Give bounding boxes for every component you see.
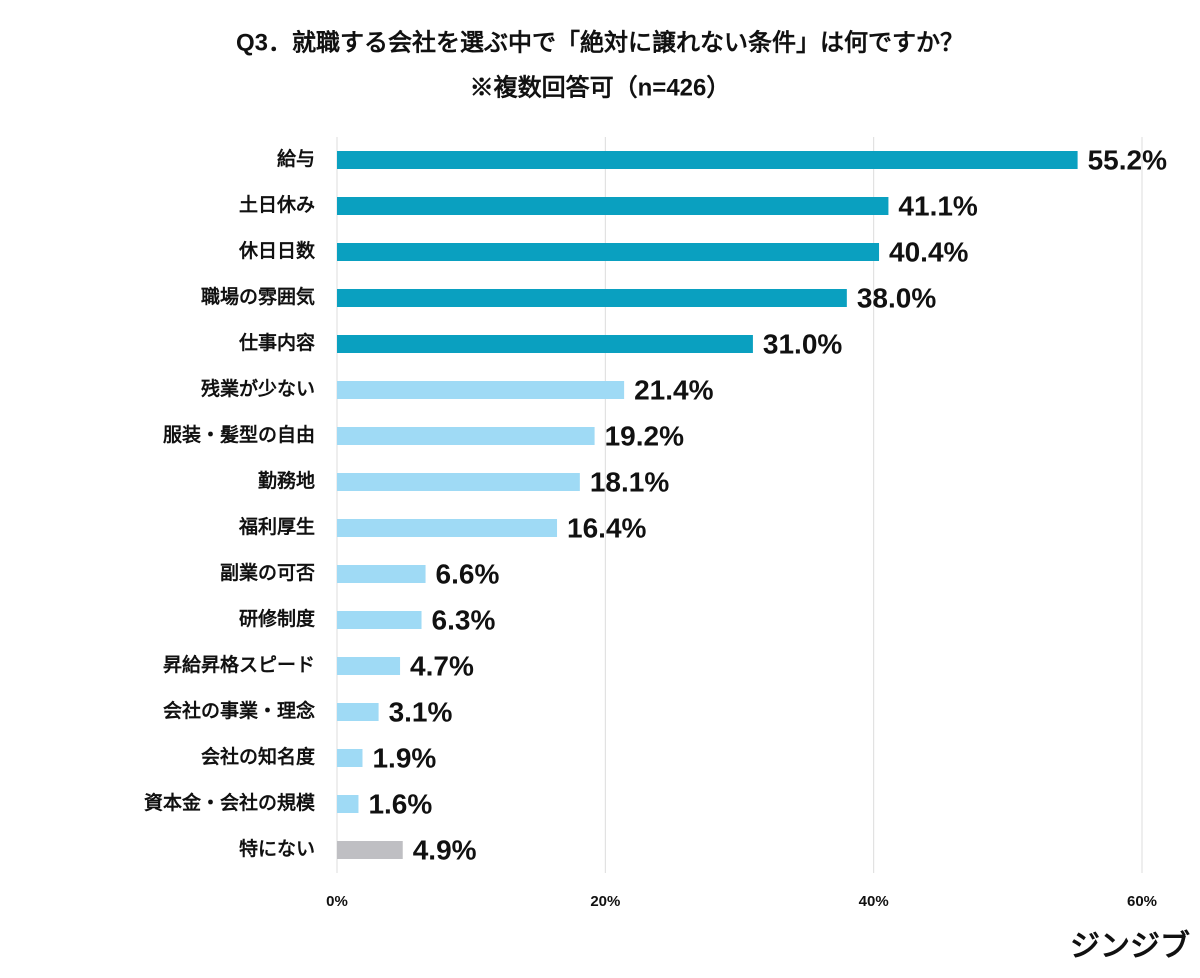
value-label: 3.1% — [389, 696, 453, 727]
category-label: 勤務地 — [258, 469, 315, 492]
bar — [337, 565, 426, 583]
bar — [337, 841, 403, 859]
category-label: 残業が少ない — [201, 377, 315, 400]
chart-title: Q3．就職する会社を選ぶ中で「絶対に譲れない条件」は何ですか？ — [236, 28, 964, 56]
x-tick-label: 20% — [590, 893, 620, 910]
category-label: 福利厚生 — [238, 515, 315, 538]
bar — [337, 749, 363, 767]
bar — [337, 289, 847, 307]
value-label: 4.7% — [410, 650, 474, 681]
category-label: 会社の知名度 — [201, 745, 316, 768]
bar — [337, 243, 880, 261]
bar — [337, 519, 558, 537]
category-label: 仕事内容 — [238, 331, 315, 354]
category-label: 土日休み — [239, 194, 315, 216]
bar — [337, 197, 889, 215]
bar — [337, 427, 595, 445]
category-label: 職場の雰囲気 — [201, 285, 315, 308]
category-label: 休日日数 — [238, 239, 316, 262]
value-label: 18.1% — [590, 466, 669, 497]
bar — [337, 473, 580, 491]
bar — [337, 703, 379, 721]
category-label: 服装・髪型の自由 — [163, 423, 315, 446]
value-label: 1.9% — [372, 742, 436, 773]
value-label: 41.1% — [898, 190, 977, 221]
x-tick-label: 40% — [859, 893, 889, 910]
category-label: 昇給昇格スピード — [163, 653, 315, 676]
bar — [337, 151, 1078, 169]
x-tick-label: 0% — [326, 893, 348, 910]
value-label: 31.0% — [763, 328, 842, 359]
value-label: 40.4% — [889, 236, 968, 267]
category-label: 給与 — [277, 147, 315, 170]
value-label: 38.0% — [857, 282, 936, 313]
category-label: 副業の可否 — [220, 561, 315, 584]
bar — [337, 657, 401, 675]
bar — [337, 335, 753, 353]
brand-logo: ジンジブ — [1070, 929, 1190, 963]
value-label: 21.4% — [634, 374, 713, 405]
value-label: 4.9% — [413, 834, 477, 865]
chart-subtitle: ※複数回答可（n=426） — [470, 73, 731, 101]
x-tick-label: 60% — [1127, 893, 1157, 910]
value-label: 6.3% — [432, 604, 496, 635]
bar — [337, 795, 359, 813]
value-label: 16.4% — [567, 512, 646, 543]
value-label: 19.2% — [605, 420, 684, 451]
value-label: 1.6% — [368, 788, 432, 819]
category-label: 会社の事業・理念 — [163, 699, 315, 722]
category-label: 研修制度 — [239, 607, 316, 630]
value-label: 55.2% — [1088, 144, 1167, 175]
bar — [337, 381, 625, 399]
category-label: 特にない — [239, 838, 315, 860]
category-label: 資本金・会社の規模 — [144, 791, 316, 814]
value-label: 6.6% — [436, 558, 500, 589]
bar — [337, 611, 422, 629]
